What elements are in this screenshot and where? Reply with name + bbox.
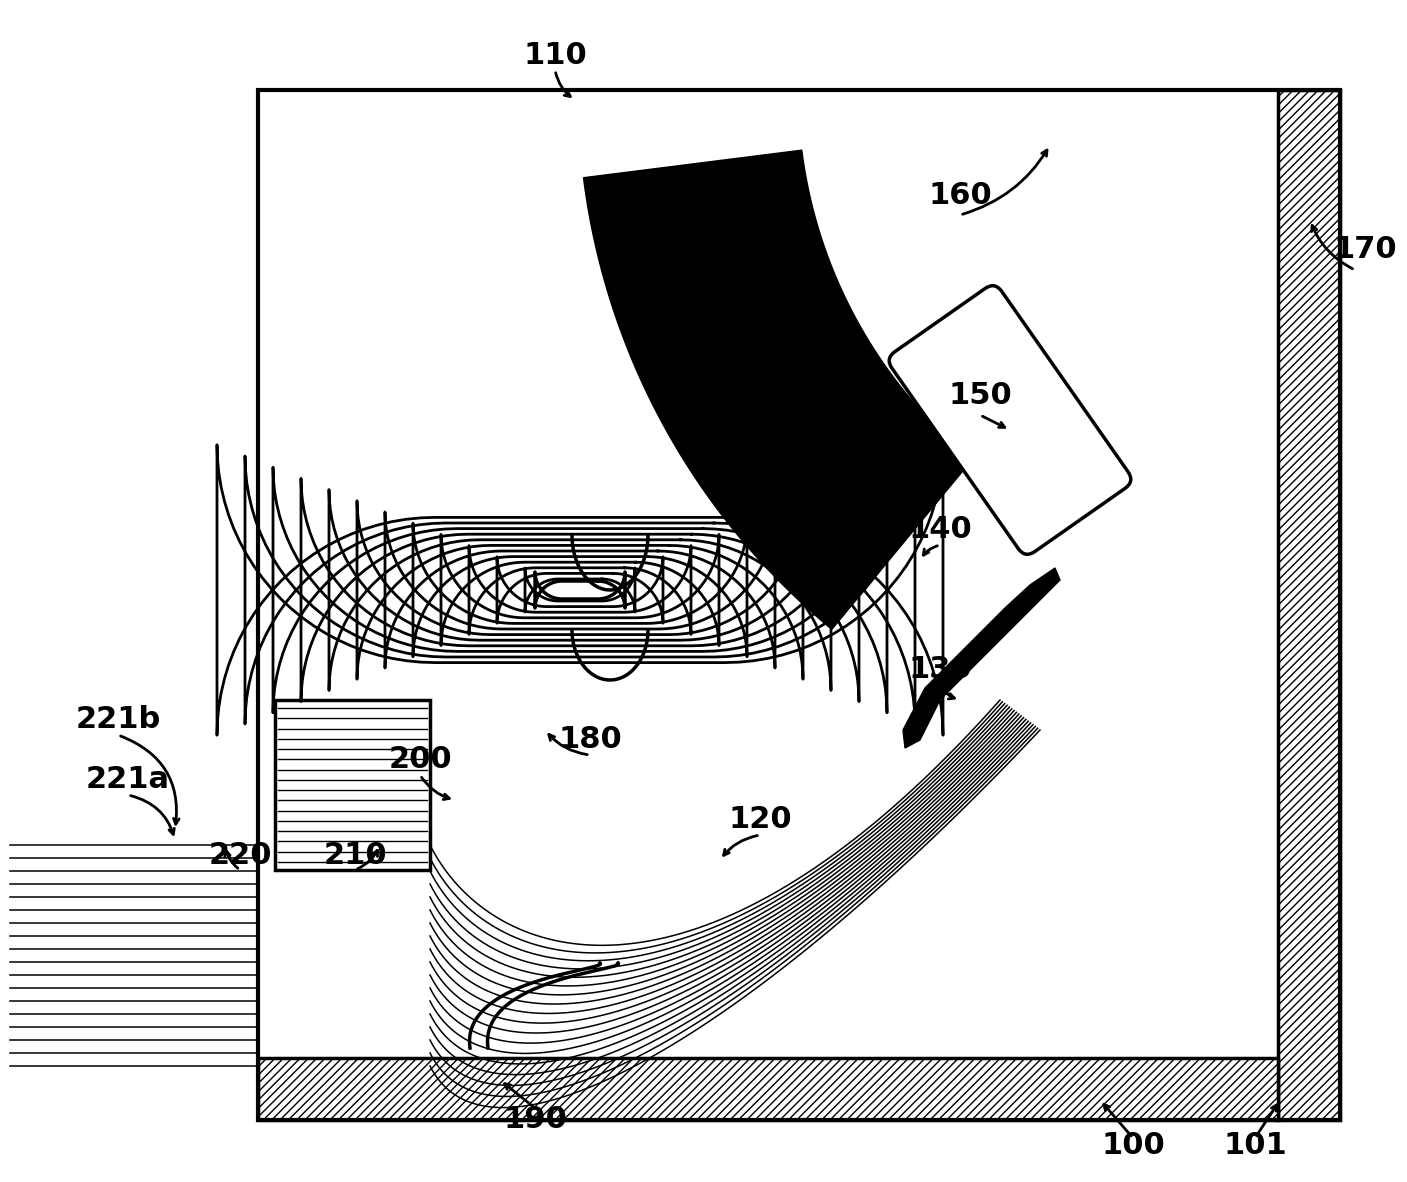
FancyBboxPatch shape	[889, 286, 1131, 554]
Text: 170: 170	[1334, 235, 1397, 265]
Polygon shape	[1278, 90, 1339, 1121]
Text: 130: 130	[908, 656, 972, 684]
Text: 110: 110	[523, 40, 587, 70]
Polygon shape	[257, 1058, 1278, 1121]
Text: 190: 190	[504, 1105, 567, 1135]
Polygon shape	[257, 90, 1339, 1121]
Text: 150: 150	[948, 381, 1012, 409]
Text: 200: 200	[388, 746, 452, 774]
Polygon shape	[903, 569, 1059, 748]
Text: 180: 180	[559, 726, 622, 754]
Text: 101: 101	[1223, 1130, 1287, 1160]
Text: 120: 120	[729, 805, 792, 834]
Polygon shape	[584, 150, 972, 629]
Text: 140: 140	[908, 515, 972, 545]
Text: 221b: 221b	[76, 706, 160, 734]
Text: 100: 100	[1102, 1130, 1165, 1160]
Text: 160: 160	[929, 181, 992, 209]
Text: 220: 220	[208, 840, 272, 870]
Polygon shape	[274, 700, 431, 870]
Text: 221a: 221a	[86, 766, 170, 794]
Text: 210: 210	[324, 840, 387, 870]
